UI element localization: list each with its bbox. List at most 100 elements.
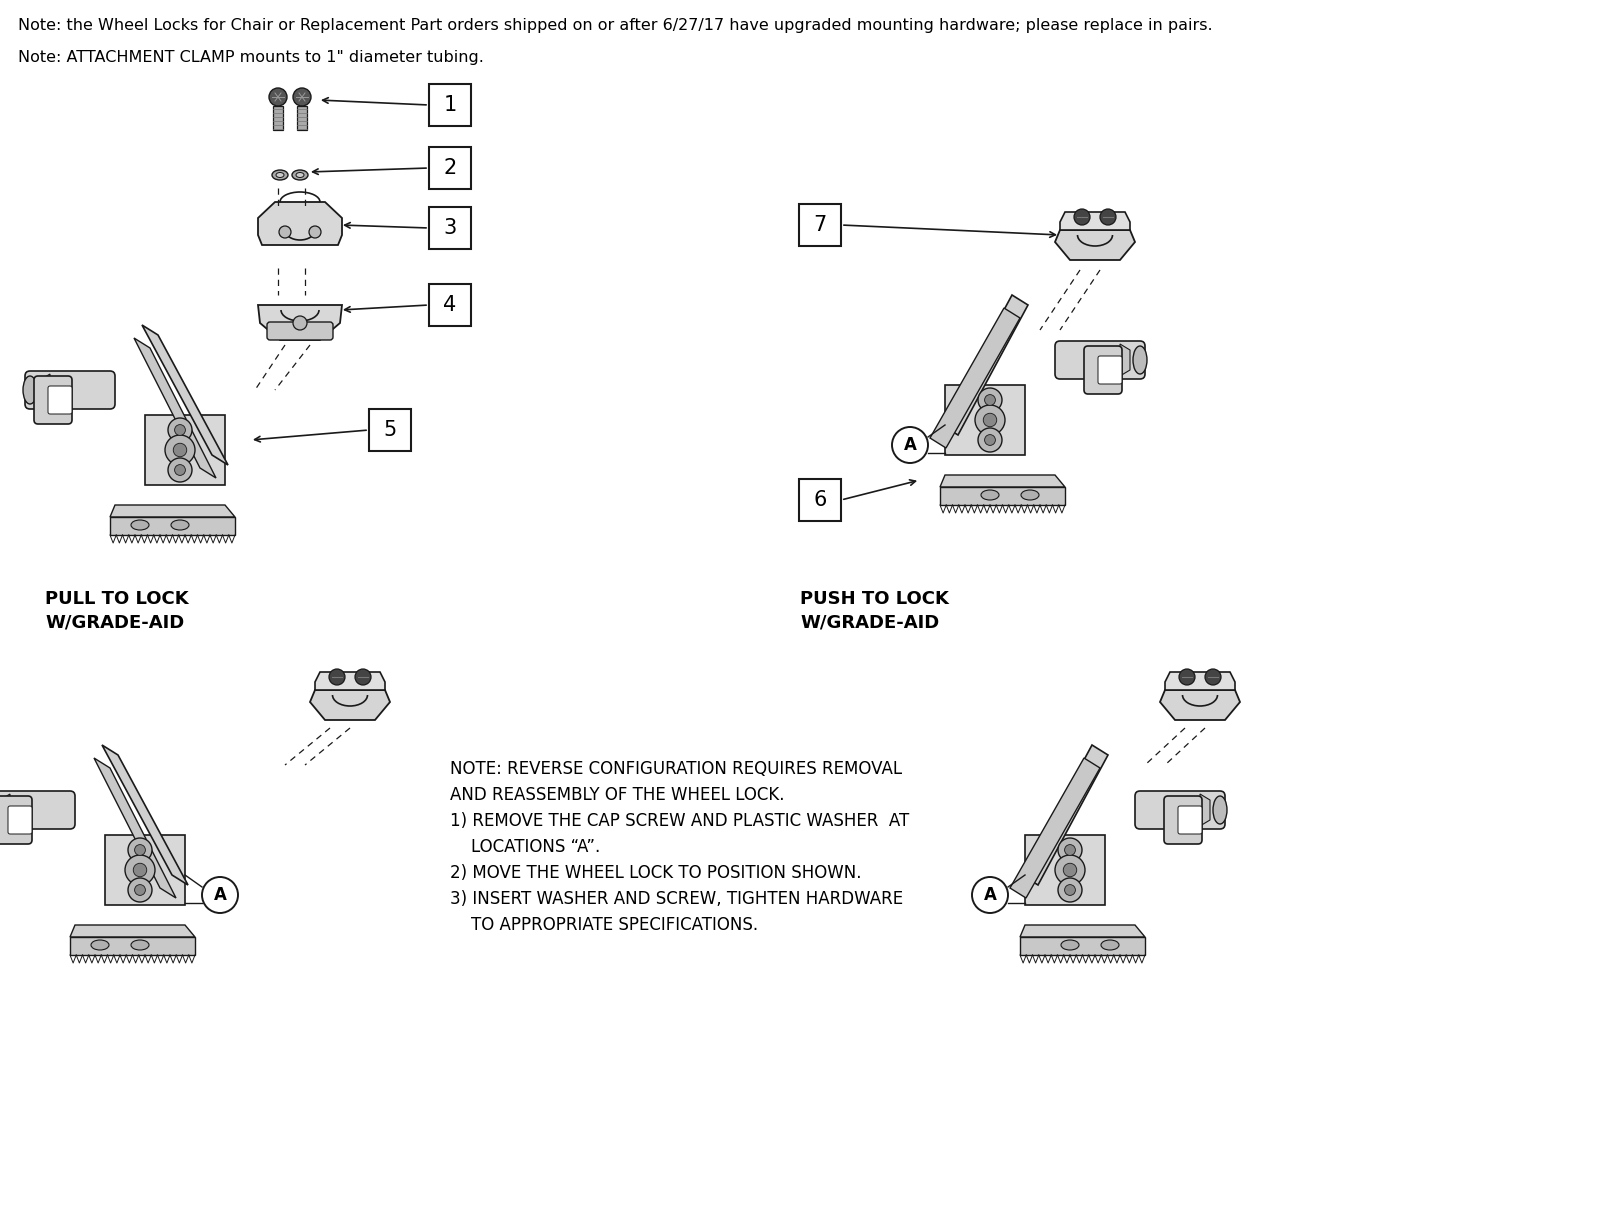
Ellipse shape bbox=[1133, 346, 1147, 374]
Text: 2: 2 bbox=[443, 158, 456, 178]
Bar bbox=[798, 479, 842, 521]
Circle shape bbox=[978, 388, 1002, 412]
Polygon shape bbox=[310, 690, 390, 720]
Text: A: A bbox=[984, 886, 997, 904]
Circle shape bbox=[973, 877, 1008, 913]
FancyBboxPatch shape bbox=[26, 371, 115, 409]
Circle shape bbox=[128, 878, 152, 902]
Circle shape bbox=[174, 425, 186, 435]
Bar bbox=[429, 147, 470, 189]
Ellipse shape bbox=[277, 172, 285, 177]
Circle shape bbox=[128, 838, 152, 862]
Text: A: A bbox=[213, 886, 227, 904]
Circle shape bbox=[1058, 838, 1082, 862]
Polygon shape bbox=[930, 308, 1021, 447]
Circle shape bbox=[293, 316, 307, 330]
Polygon shape bbox=[110, 517, 235, 535]
FancyBboxPatch shape bbox=[8, 806, 32, 835]
FancyBboxPatch shape bbox=[34, 376, 72, 425]
Circle shape bbox=[134, 844, 146, 855]
Text: 7: 7 bbox=[813, 215, 827, 235]
Circle shape bbox=[125, 855, 155, 885]
FancyBboxPatch shape bbox=[48, 386, 72, 414]
Polygon shape bbox=[1200, 794, 1210, 826]
Circle shape bbox=[134, 884, 146, 895]
Polygon shape bbox=[1160, 690, 1240, 720]
Ellipse shape bbox=[1021, 490, 1038, 500]
Circle shape bbox=[355, 669, 371, 685]
Circle shape bbox=[1205, 669, 1221, 685]
Circle shape bbox=[202, 877, 238, 913]
Polygon shape bbox=[941, 475, 1066, 487]
Polygon shape bbox=[1165, 672, 1235, 690]
Bar bbox=[429, 207, 470, 248]
Polygon shape bbox=[94, 759, 176, 898]
Text: Note: ATTACHMENT CLAMP mounts to 1" diameter tubing.: Note: ATTACHMENT CLAMP mounts to 1" diam… bbox=[18, 49, 483, 65]
Polygon shape bbox=[102, 745, 189, 885]
Text: 5: 5 bbox=[384, 420, 397, 440]
Circle shape bbox=[978, 428, 1002, 452]
Bar bbox=[370, 409, 411, 451]
Ellipse shape bbox=[131, 939, 149, 950]
Polygon shape bbox=[70, 937, 195, 955]
Circle shape bbox=[984, 434, 995, 445]
Bar bbox=[429, 283, 470, 326]
Text: LOCATIONS “A”.: LOCATIONS “A”. bbox=[450, 838, 600, 856]
Polygon shape bbox=[40, 374, 50, 406]
Circle shape bbox=[330, 669, 346, 685]
Text: PUSH TO LOCK
W/GRADE-AID: PUSH TO LOCK W/GRADE-AID bbox=[800, 590, 949, 632]
Polygon shape bbox=[1010, 759, 1101, 898]
Circle shape bbox=[893, 427, 928, 463]
Polygon shape bbox=[1021, 937, 1146, 955]
Polygon shape bbox=[70, 925, 195, 937]
Ellipse shape bbox=[91, 939, 109, 950]
FancyBboxPatch shape bbox=[1054, 341, 1146, 379]
FancyBboxPatch shape bbox=[0, 791, 75, 829]
Ellipse shape bbox=[272, 170, 288, 180]
Circle shape bbox=[133, 863, 147, 877]
FancyBboxPatch shape bbox=[1085, 346, 1122, 394]
Circle shape bbox=[165, 435, 195, 466]
Circle shape bbox=[984, 414, 997, 427]
Circle shape bbox=[173, 444, 187, 457]
Polygon shape bbox=[1022, 745, 1107, 885]
Text: 3: 3 bbox=[443, 218, 456, 238]
Polygon shape bbox=[274, 106, 283, 130]
Bar bbox=[798, 204, 842, 246]
Polygon shape bbox=[146, 415, 226, 485]
Circle shape bbox=[1058, 878, 1082, 902]
FancyBboxPatch shape bbox=[1098, 356, 1122, 384]
Polygon shape bbox=[106, 835, 186, 904]
Polygon shape bbox=[315, 672, 386, 690]
Polygon shape bbox=[942, 295, 1027, 435]
Text: Note: the Wheel Locks for Chair or Replacement Part orders shipped on or after 6: Note: the Wheel Locks for Chair or Repla… bbox=[18, 18, 1213, 33]
Text: NOTE: REVERSE CONFIGURATION REQUIRES REMOVAL: NOTE: REVERSE CONFIGURATION REQUIRES REM… bbox=[450, 760, 902, 778]
Ellipse shape bbox=[1061, 939, 1078, 950]
Circle shape bbox=[1064, 844, 1075, 855]
Circle shape bbox=[984, 394, 995, 405]
Polygon shape bbox=[1021, 925, 1146, 937]
Text: A: A bbox=[904, 437, 917, 453]
Circle shape bbox=[1064, 863, 1077, 877]
Text: PULL TO LOCK
W/GRADE-AID: PULL TO LOCK W/GRADE-AID bbox=[45, 590, 189, 632]
Circle shape bbox=[1064, 884, 1075, 895]
Circle shape bbox=[309, 226, 322, 238]
Circle shape bbox=[168, 418, 192, 443]
Circle shape bbox=[1074, 209, 1090, 226]
Circle shape bbox=[1179, 669, 1195, 685]
Circle shape bbox=[174, 464, 186, 475]
Polygon shape bbox=[941, 487, 1066, 505]
Ellipse shape bbox=[1101, 939, 1118, 950]
Text: 1) REMOVE THE CAP SCREW AND PLASTIC WASHER  AT: 1) REMOVE THE CAP SCREW AND PLASTIC WASH… bbox=[450, 812, 909, 830]
Circle shape bbox=[168, 458, 192, 482]
Text: TO APPROPRIATE SPECIFICATIONS.: TO APPROPRIATE SPECIFICATIONS. bbox=[450, 917, 758, 933]
FancyBboxPatch shape bbox=[1165, 796, 1202, 844]
Ellipse shape bbox=[981, 490, 998, 500]
Polygon shape bbox=[258, 201, 342, 245]
Ellipse shape bbox=[22, 376, 37, 404]
Polygon shape bbox=[258, 305, 342, 340]
Circle shape bbox=[1101, 209, 1117, 226]
Ellipse shape bbox=[1213, 796, 1227, 824]
Circle shape bbox=[1054, 855, 1085, 885]
Text: 4: 4 bbox=[443, 295, 456, 315]
